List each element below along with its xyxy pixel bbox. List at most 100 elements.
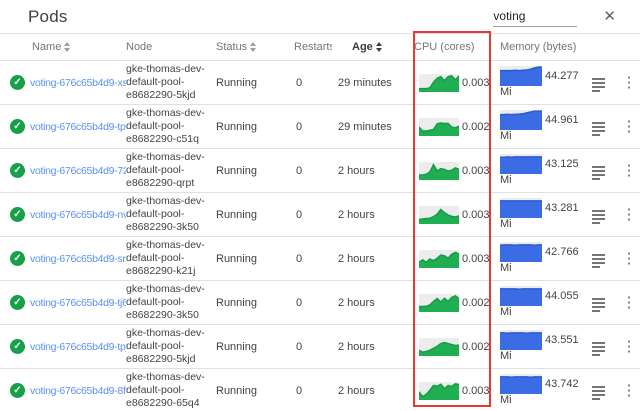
restarts-value: 0 [296,340,303,353]
pod-name-link[interactable]: voting-676c65b4d9-72 [30,164,126,177]
restarts-value: 0 [296,164,303,177]
header-label-node: Node [126,41,153,53]
kebab-menu-icon[interactable]: ⋮ [621,206,637,223]
table-row: ✓ voting-676c65b4d9-srl gke-thomas-dev- … [0,237,640,281]
pod-name-link[interactable]: voting-676c65b4d9-tj6 [30,296,126,309]
memory-cell: 43.742 Mi [500,374,590,407]
age-value: 2 hours [338,208,375,221]
logs-icon[interactable] [590,164,607,182]
memory-sparkline-chart [500,286,542,306]
kebab-menu-icon[interactable]: ⋮ [621,382,637,399]
cpu-cell: 0.002 [414,117,500,136]
logs-cell [590,115,618,138]
logs-cell [590,203,618,226]
logs-icon[interactable] [590,340,607,358]
status-cell: ✓ [0,339,30,354]
cpu-sparkline-chart [419,117,459,136]
restarts-value: 0 [296,384,303,397]
logs-cell [590,335,618,358]
cpu-value: 0.002 [462,340,490,353]
status-text: Running [216,384,257,397]
kebab-menu-icon[interactable]: ⋮ [621,250,637,267]
cpu-cell: 0.003 [414,205,500,224]
logs-icon[interactable] [590,296,607,314]
name-cell: voting-676c65b4d9-srl [30,253,126,265]
pod-name-link[interactable]: voting-676c65b4d9-srl [30,252,126,265]
status-cell: ✓ [0,119,30,134]
status-ok-icon: ✓ [10,207,25,222]
restarts-value: 0 [296,252,303,265]
memory-unit: Mi [500,394,512,406]
header-label-name: Name [32,41,62,53]
header-label-cpu: CPU (cores) [414,41,475,53]
age-value: 2 hours [338,384,375,397]
cpu-cell: 0.003 [414,381,500,400]
cpu-sparkline-chart [419,249,459,268]
name-cell: voting-676c65b4d9-tpr [30,121,126,133]
memory-cell: 43.551 Mi [500,330,590,363]
kebab-menu-icon[interactable]: ⋮ [621,74,637,91]
header-cell-age[interactable]: Age [332,41,414,53]
logs-icon[interactable] [590,208,607,226]
pod-name-link[interactable]: voting-676c65b4d9-tpr [30,120,126,133]
status-cell: ✓ [0,251,30,266]
status-ok-icon: ✓ [10,383,25,398]
logs-icon[interactable] [590,120,607,138]
status-cell: ✓ [0,383,30,398]
header-cell-node: Node [126,41,216,53]
memory-value: 43.742 [545,377,579,390]
header-cell-status[interactable]: Status [216,41,280,53]
cpu-value: 0.003 [462,164,490,177]
kebab-menu-icon[interactable]: ⋮ [621,338,637,355]
status-text: Running [216,296,257,309]
logs-icon[interactable] [590,384,607,402]
table-header: Name Node Status Restarts Age CPU (cores… [0,34,640,61]
restarts-value: 0 [296,208,303,221]
memory-unit: Mi [500,350,512,362]
header-cell-name[interactable]: Name [30,41,126,53]
memory-cell: 44.277 Mi [500,66,590,99]
header-cell-restarts: Restarts [280,41,332,53]
status-text: Running [216,208,257,221]
logs-cell [590,247,618,270]
cpu-cell: 0.003 [414,161,500,180]
pod-name-link[interactable]: voting-676c65b4d9-tpj [30,340,126,353]
status-text: Running [216,340,257,353]
close-icon[interactable]: ✕ [603,8,616,25]
pod-name-link[interactable]: voting-676c65b4d9-xs [30,76,126,89]
status-text: Running [216,164,257,177]
cpu-sparkline-chart [419,73,459,92]
age-value: 2 hours [338,164,375,177]
kebab-menu-icon[interactable]: ⋮ [621,162,637,179]
pod-name-link[interactable]: voting-676c65b4d9-8f8 [30,384,126,397]
kebab-menu-icon[interactable]: ⋮ [621,118,637,135]
memory-cell: 44.961 Mi [500,110,590,143]
kebab-menu-icon[interactable]: ⋮ [621,294,637,311]
node-cell: gke-thomas-dev- default-pool- e8682290-3… [126,195,205,233]
logs-icon[interactable] [590,76,607,94]
sort-arrows-icon [64,42,71,52]
memory-cell: 43.125 Mi [500,154,590,187]
node-cell: gke-thomas-dev- default-pool- e8682290-q… [126,151,205,189]
logs-cell [590,379,618,402]
cpu-cell: 0.003 [414,73,500,92]
pod-name-link[interactable]: voting-676c65b4d9-nv [30,208,126,221]
name-cell: voting-676c65b4d9-nv [30,209,126,221]
logs-icon[interactable] [590,252,607,270]
sort-arrows-icon [375,42,382,52]
status-ok-icon: ✓ [10,251,25,266]
status-cell: ✓ [0,75,30,90]
memory-value: 43.551 [545,333,579,346]
cpu-value: 0.002 [462,296,490,309]
age-value: 2 hours [338,340,375,353]
memory-cell: 42.766 Mi [500,242,590,275]
cpu-cell: 0.002 [414,293,500,312]
cpu-value: 0.003 [462,384,490,397]
status-ok-icon: ✓ [10,295,25,310]
status-cell: ✓ [0,295,30,310]
header-label-status: Status [216,41,248,53]
search-input[interactable] [493,6,578,27]
memory-sparkline-chart [500,198,542,218]
logs-cell [590,291,618,314]
